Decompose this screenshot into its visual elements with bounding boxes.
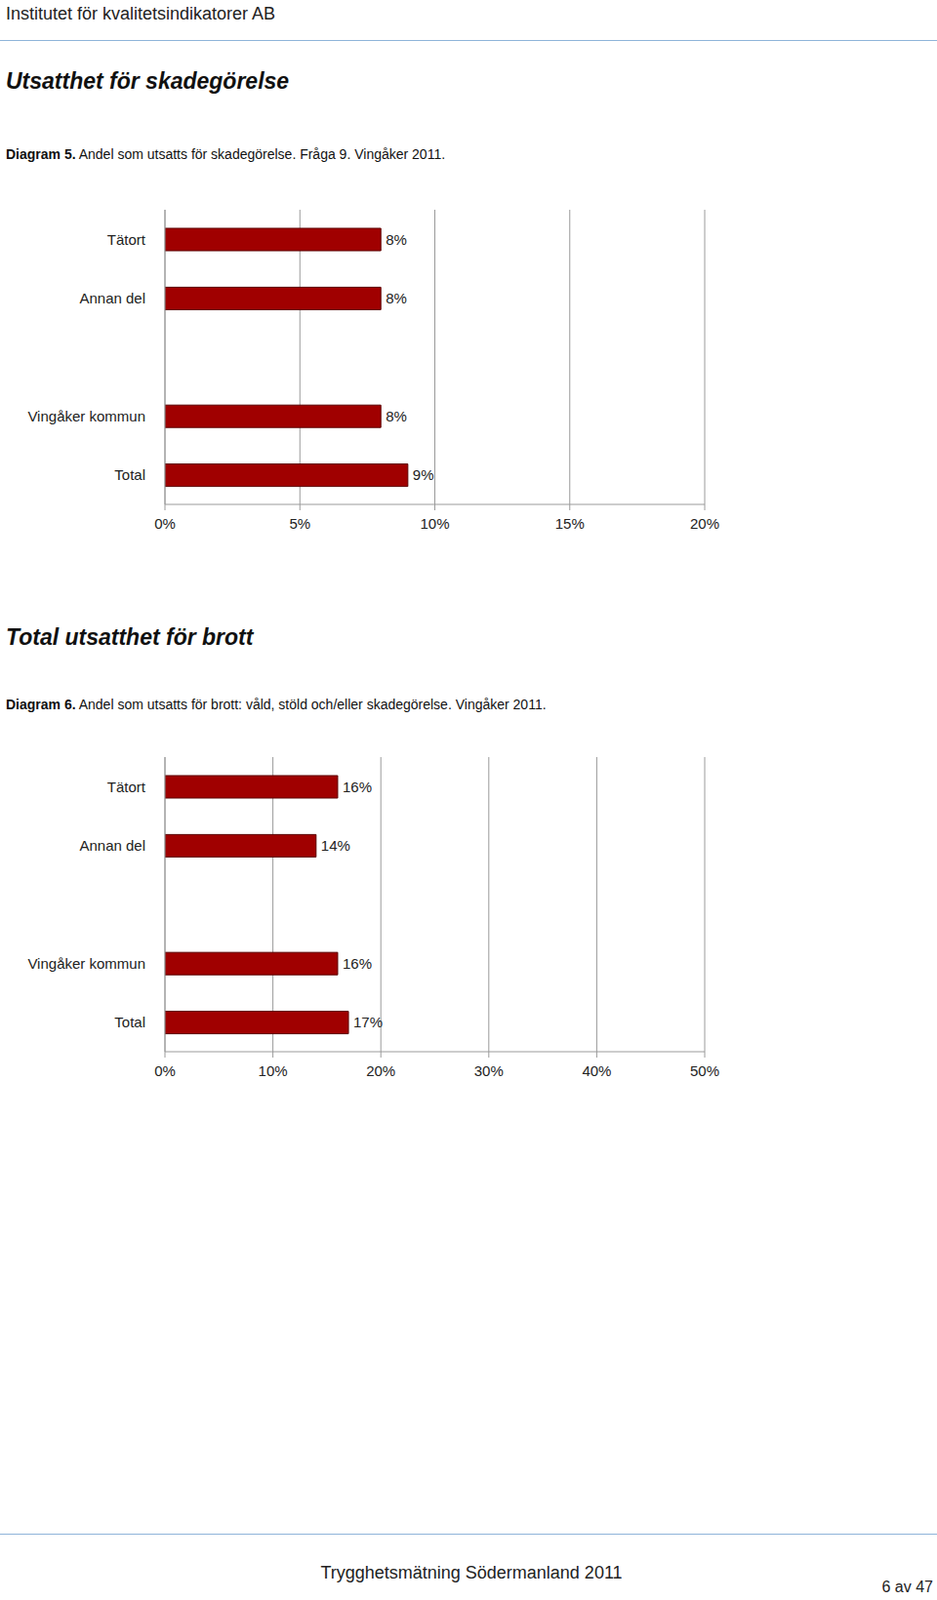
svg-text:0%: 0%	[154, 515, 176, 532]
html-text:Total utsatthet för brott: Total utsatthet för brott	[5, 624, 254, 651]
svg-text:0%: 0%	[154, 1062, 176, 1080]
svg-text:Annan del: Annan del	[79, 837, 146, 855]
svg-text:8%: 8%	[385, 289, 408, 307]
svg-text:10%: 10%	[419, 515, 449, 532]
html-text:Diagram 5. Andel som utsatts f: Diagram 5. Andel som utsatts för skadegö…	[5, 146, 446, 163]
svg-text:16%: 16%	[342, 955, 372, 973]
svg-text:8%: 8%	[385, 231, 408, 248]
svg-text:16%: 16%	[342, 778, 372, 796]
svg-text:20%: 20%	[690, 515, 720, 532]
html-text:6 av 47: 6 av 47	[881, 1579, 934, 1596]
html-text:Diagram 6. Andel som utsatts f: Diagram 6. Andel som utsatts för brott: …	[5, 696, 547, 713]
svg-text:Total: Total	[114, 466, 146, 484]
svg-text:14%: 14%	[321, 837, 351, 855]
svg-text:Tätort: Tätort	[107, 778, 147, 796]
html-text:Institutet för kvalitetsindika: Institutet för kvalitetsindikatorer AB	[5, 3, 276, 24]
svg-text:17%: 17%	[353, 1014, 383, 1031]
svg-text:Total: Total	[114, 1014, 146, 1031]
html-text:Utsatthet för skadegörelse: Utsatthet för skadegörelse	[5, 68, 290, 94]
svg-text:50%: 50%	[690, 1062, 720, 1080]
svg-text:Vingåker kommun: Vingåker kommun	[27, 407, 146, 425]
svg-text:10%: 10%	[258, 1062, 288, 1080]
svg-text:9%: 9%	[412, 466, 435, 484]
svg-text:30%: 30%	[474, 1062, 504, 1080]
svg-text:Tätort: Tätort	[107, 231, 147, 248]
svg-text:15%: 15%	[555, 515, 585, 532]
html-text:Trygghetsmätning Södermanland: Trygghetsmätning Södermanland 2011	[320, 1563, 623, 1584]
svg-text:40%: 40%	[581, 1062, 612, 1080]
svg-text:20%: 20%	[366, 1062, 396, 1080]
svg-text:Annan del: Annan del	[79, 289, 146, 307]
svg-text:8%: 8%	[385, 407, 408, 425]
svg-text:Vingåker kommun: Vingåker kommun	[27, 955, 146, 973]
svg-text:5%: 5%	[288, 515, 311, 532]
